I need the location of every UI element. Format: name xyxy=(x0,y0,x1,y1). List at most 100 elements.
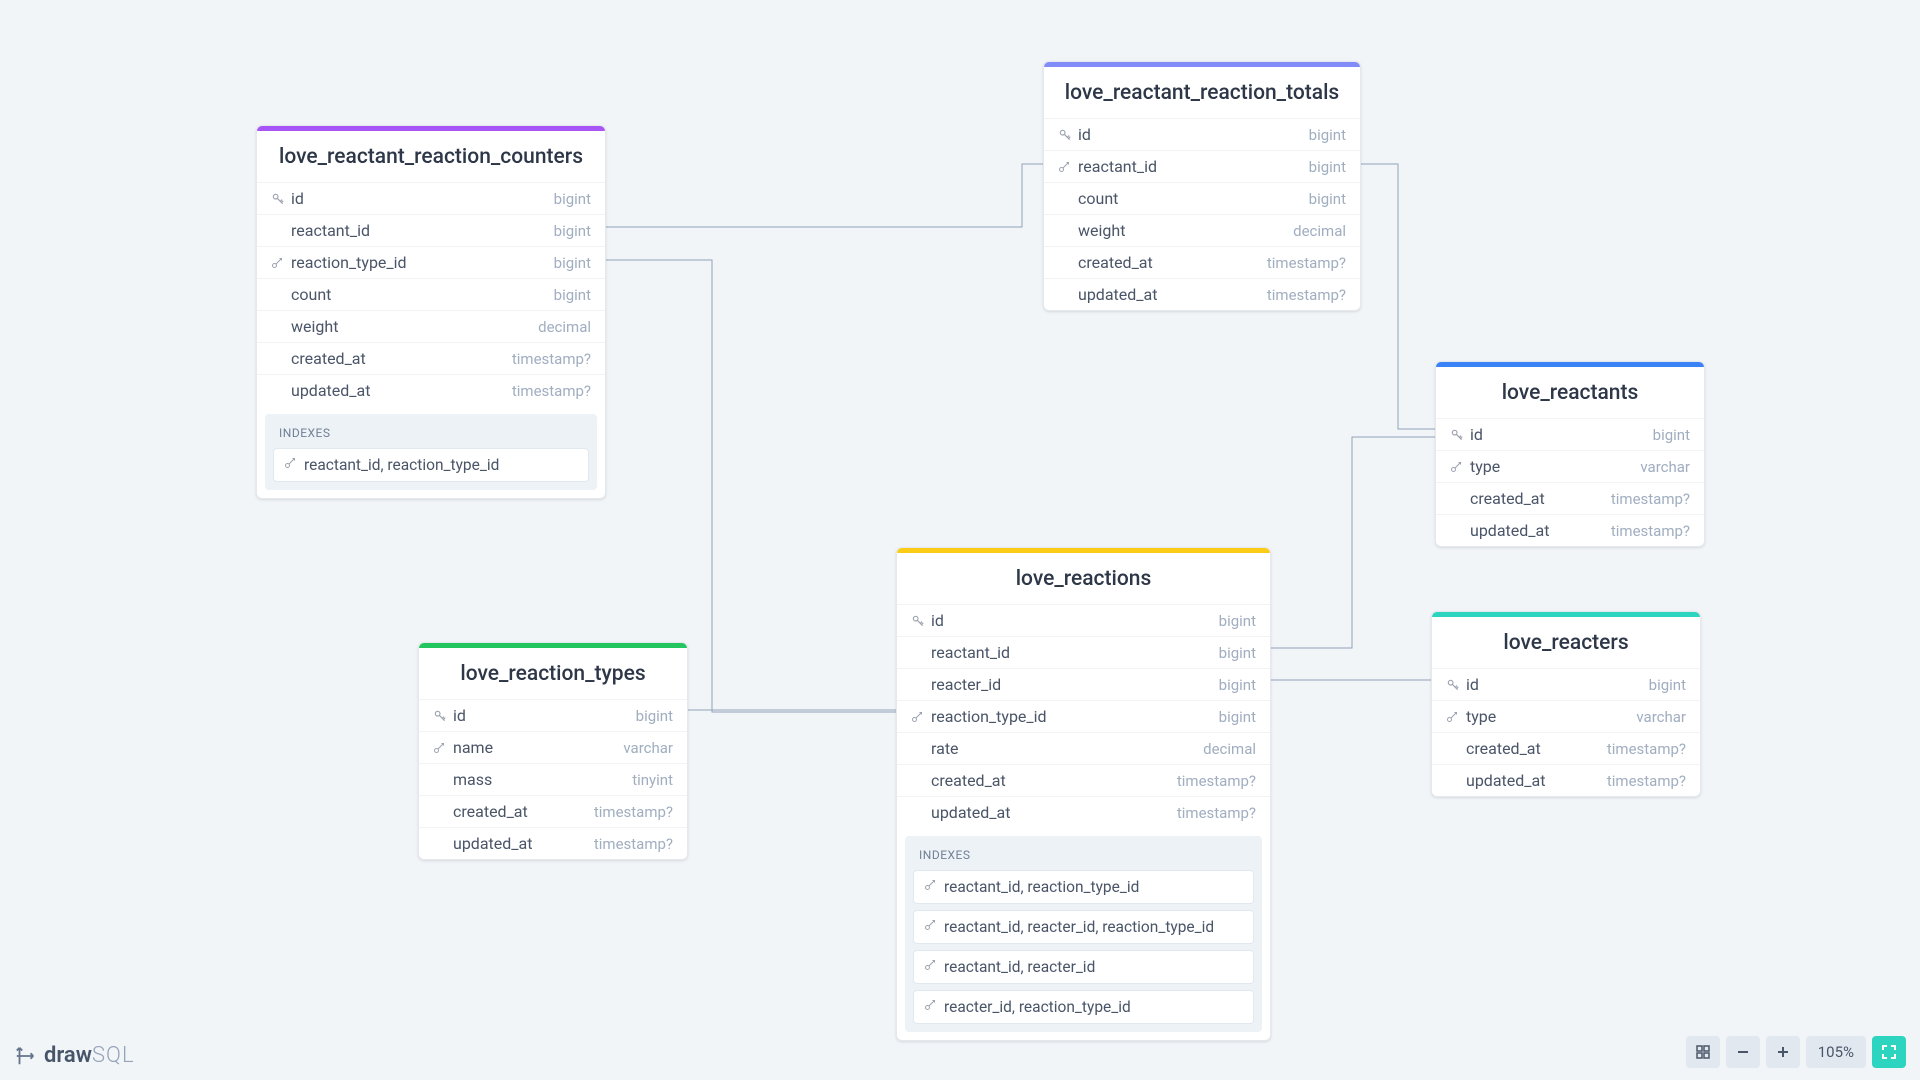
column-row[interactable]: mass tinyint xyxy=(419,763,687,795)
fullscreen-button[interactable] xyxy=(1872,1036,1906,1068)
index-key-icon xyxy=(924,919,944,935)
column-row[interactable]: reacter_id bigint xyxy=(897,668,1270,700)
column-type: timestamp? xyxy=(1607,740,1686,758)
foreign-key-icon xyxy=(1450,461,1470,473)
column-row[interactable]: reactant_id bigint xyxy=(257,214,605,246)
column-name: updated_at xyxy=(291,381,512,400)
relationship-edge[interactable] xyxy=(1361,164,1435,429)
column-name: created_at xyxy=(1470,489,1611,508)
column-row[interactable]: count bigint xyxy=(257,278,605,310)
indexes-label: INDEXES xyxy=(273,422,589,448)
column-row[interactable]: weight decimal xyxy=(1044,214,1360,246)
logo-text-bold: draw xyxy=(44,1043,92,1068)
column-name: updated_at xyxy=(1466,771,1607,790)
index-text: reactant_id, reaction_type_id xyxy=(944,878,1139,896)
column-row[interactable]: id bigint xyxy=(897,604,1270,636)
column-name: reactant_id xyxy=(1078,157,1309,176)
column-type: varchar xyxy=(1636,708,1686,726)
column-row[interactable]: reactant_id bigint xyxy=(897,636,1270,668)
column-name: created_at xyxy=(1078,253,1267,272)
column-type: timestamp? xyxy=(1611,490,1690,508)
foreign-key-icon xyxy=(1058,161,1078,173)
column-type: decimal xyxy=(538,318,591,336)
column-name: weight xyxy=(291,317,538,336)
table-counters[interactable]: love_reactant_reaction_counters id bigin… xyxy=(256,125,606,499)
column-type: varchar xyxy=(1640,458,1690,476)
primary-key-icon xyxy=(271,192,291,206)
column-row[interactable]: updated_at timestamp? xyxy=(257,374,605,406)
index-item[interactable]: reactant_id, reacter_id xyxy=(913,950,1254,984)
column-type: timestamp? xyxy=(1177,804,1256,822)
column-row[interactable]: type varchar xyxy=(1432,700,1700,732)
relationship-edge[interactable] xyxy=(1271,437,1435,648)
table-reacters[interactable]: love_reacters id bigint type varchar cre… xyxy=(1431,611,1701,797)
diagram-canvas[interactable]: love_reactant_reaction_counters id bigin… xyxy=(12,12,1908,1068)
column-name: created_at xyxy=(453,802,594,821)
column-type: decimal xyxy=(1293,222,1346,240)
column-row[interactable]: updated_at timestamp? xyxy=(1432,764,1700,796)
column-row[interactable]: created_at timestamp? xyxy=(1044,246,1360,278)
column-row[interactable]: name varchar xyxy=(419,731,687,763)
table-reaction_types[interactable]: love_reaction_types id bigint name varch… xyxy=(418,642,688,860)
column-row[interactable]: created_at timestamp? xyxy=(257,342,605,374)
table-reactants[interactable]: love_reactants id bigint type varchar cr… xyxy=(1435,361,1705,547)
table-reactions[interactable]: love_reactions id bigint reactant_id big… xyxy=(896,547,1271,1041)
column-type: timestamp? xyxy=(594,835,673,853)
column-type: bigint xyxy=(554,254,591,272)
column-row[interactable]: id bigint xyxy=(419,699,687,731)
index-key-icon xyxy=(924,959,944,975)
column-row[interactable]: updated_at timestamp? xyxy=(1436,514,1704,546)
zoom-out-button[interactable] xyxy=(1726,1036,1760,1068)
column-type: bigint xyxy=(554,222,591,240)
table-title: love_reactant_reaction_totals xyxy=(1044,67,1360,118)
indexes-label: INDEXES xyxy=(913,844,1254,870)
index-item[interactable]: reactant_id, reacter_id, reaction_type_i… xyxy=(913,910,1254,944)
index-item[interactable]: reactant_id, reaction_type_id xyxy=(913,870,1254,904)
table-totals[interactable]: love_reactant_reaction_totals id bigint … xyxy=(1043,61,1361,311)
column-name: updated_at xyxy=(1078,285,1267,304)
zoom-level[interactable]: 105% xyxy=(1806,1036,1866,1068)
column-type: varchar xyxy=(623,739,673,757)
column-row[interactable]: id bigint xyxy=(1436,418,1704,450)
column-name: reactant_id xyxy=(291,221,554,240)
column-name: created_at xyxy=(1466,739,1607,758)
column-row[interactable]: rate decimal xyxy=(897,732,1270,764)
column-name: rate xyxy=(931,739,1203,758)
column-type: bigint xyxy=(1309,126,1346,144)
column-name: id xyxy=(931,611,1219,630)
column-row[interactable]: reaction_type_id bigint xyxy=(257,246,605,278)
relationship-edge[interactable] xyxy=(606,164,1043,227)
table-title: love_reactant_reaction_counters xyxy=(257,131,605,182)
column-row[interactable]: count bigint xyxy=(1044,182,1360,214)
column-row[interactable]: weight decimal xyxy=(257,310,605,342)
column-type: bigint xyxy=(1309,190,1346,208)
table-title: love_reaction_types xyxy=(419,648,687,699)
column-row[interactable]: type varchar xyxy=(1436,450,1704,482)
column-row[interactable]: created_at timestamp? xyxy=(1436,482,1704,514)
column-name: weight xyxy=(1078,221,1293,240)
column-row[interactable]: updated_at timestamp? xyxy=(1044,278,1360,310)
table-title: love_reactants xyxy=(1436,367,1704,418)
zoom-in-button[interactable] xyxy=(1766,1036,1800,1068)
column-row[interactable]: reaction_type_id bigint xyxy=(897,700,1270,732)
column-name: id xyxy=(1470,425,1653,444)
column-row[interactable]: created_at timestamp? xyxy=(897,764,1270,796)
column-row[interactable]: id bigint xyxy=(1044,118,1360,150)
brand-logo: drawSQL xyxy=(14,1043,135,1068)
column-name: count xyxy=(291,285,554,304)
column-row[interactable]: created_at timestamp? xyxy=(419,795,687,827)
grid-toggle-button[interactable] xyxy=(1686,1036,1720,1068)
column-row[interactable]: created_at timestamp? xyxy=(1432,732,1700,764)
column-name: reactant_id xyxy=(931,643,1219,662)
index-item[interactable]: reacter_id, reaction_type_id xyxy=(913,990,1254,1024)
column-type: timestamp? xyxy=(1177,772,1256,790)
index-item[interactable]: reactant_id, reaction_type_id xyxy=(273,448,589,482)
column-row[interactable]: id bigint xyxy=(1432,668,1700,700)
column-type: timestamp? xyxy=(1607,772,1686,790)
column-type: timestamp? xyxy=(512,350,591,368)
column-row[interactable]: updated_at timestamp? xyxy=(419,827,687,859)
column-row[interactable]: id bigint xyxy=(257,182,605,214)
column-row[interactable]: reactant_id bigint xyxy=(1044,150,1360,182)
column-type: bigint xyxy=(1219,612,1256,630)
column-row[interactable]: updated_at timestamp? xyxy=(897,796,1270,828)
